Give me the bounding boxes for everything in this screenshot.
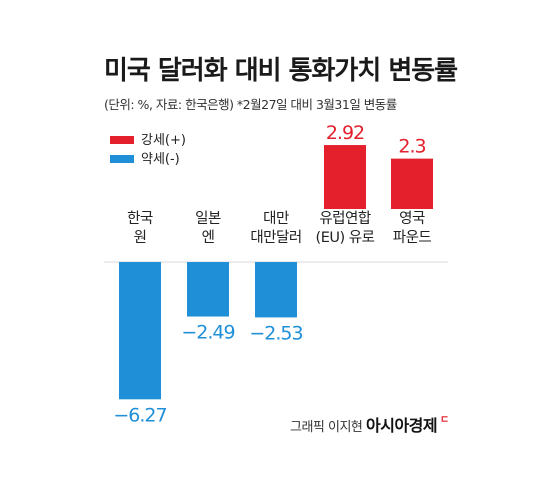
bar-3 <box>324 145 366 209</box>
category-label-3-1: (EU) 유로 <box>316 230 375 246</box>
category-label-0-1: 원 <box>134 229 147 246</box>
category-label-2-1: 대만달러 <box>250 229 301 246</box>
legend-label-positive: 강세(+) <box>141 133 186 148</box>
value-label-0: −6.27 <box>113 404 166 426</box>
bar-0 <box>119 262 161 400</box>
brand-logo-text: 아시아경제 <box>366 416 438 435</box>
chart-title: 미국 달러화 대비 통화가치 변동률 <box>104 56 458 86</box>
category-label-0-0: 한국 <box>127 210 153 227</box>
chart-subtitle: (단위: %, 자료: 한국은행) *2월27일 대비 3월31일 변동률 <box>104 97 397 112</box>
value-label-3: 2.92 <box>326 122 364 144</box>
category-label-4-1: 파운드 <box>393 229 432 246</box>
value-label-1: −2.49 <box>181 322 234 344</box>
category-label-1-0: 일본 <box>195 210 221 227</box>
category-label-2-0: 대만 <box>263 210 289 227</box>
category-label-1-1: 엔 <box>202 229 215 246</box>
value-label-4: 2.3 <box>398 136 425 158</box>
brand-mark-icon: ㄷ <box>440 415 450 426</box>
category-label-4-0: 영국 <box>399 210 425 227</box>
legend-swatch-negative <box>110 155 134 163</box>
bar-2 <box>255 262 297 318</box>
category-label-3-0: 유럽연합 <box>319 210 371 227</box>
legend-swatch-positive <box>110 136 134 144</box>
bar-4 <box>391 158 433 209</box>
graphic-credit: 그래픽 이지현 <box>290 420 363 435</box>
bar-1 <box>187 262 229 317</box>
value-label-2: −2.53 <box>249 322 302 344</box>
legend-label-negative: 약세(-) <box>141 152 180 167</box>
